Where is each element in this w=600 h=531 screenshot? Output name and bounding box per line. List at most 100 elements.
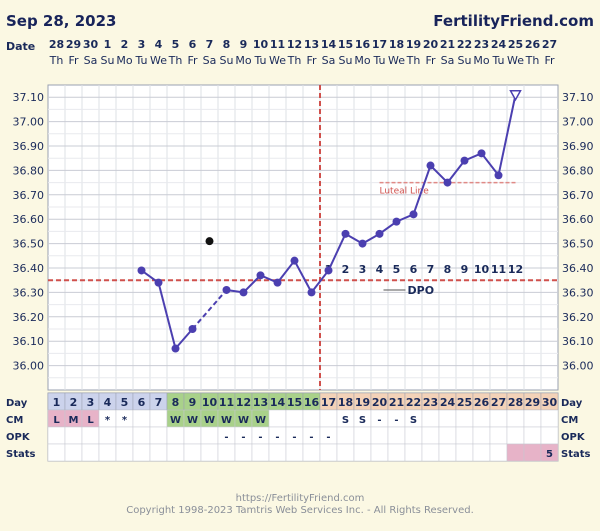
cycle-day: 3 — [87, 396, 95, 409]
cycle-day: 23 — [423, 396, 438, 409]
footer-url[interactable]: https://FertilityFriend.com — [235, 493, 365, 504]
cycle-day: 11 — [219, 396, 234, 409]
cycle-day: 1 — [53, 396, 61, 409]
weekday-label: Th — [49, 54, 64, 67]
y-tick-right: 37.10 — [562, 91, 594, 104]
date-label: 11 — [270, 38, 285, 51]
stats-cell — [523, 443, 542, 462]
dpo-number: 2 — [342, 263, 350, 276]
cycle-day: 6 — [138, 396, 146, 409]
stats-cell — [472, 443, 491, 462]
opk-cell — [540, 426, 559, 445]
dpo-number: 3 — [359, 263, 367, 276]
cycle-day: 27 — [491, 396, 506, 409]
cycle-day: 18 — [338, 396, 353, 409]
weekday-label: Mo — [354, 54, 370, 67]
weekday-label: We — [388, 54, 405, 67]
opk-cell — [438, 426, 457, 445]
weekday-label: Tu — [372, 54, 385, 67]
stats-cell — [336, 443, 355, 462]
stats-cell — [251, 443, 270, 462]
row-label: Stats — [6, 449, 36, 460]
dpo-number: 4 — [376, 263, 384, 276]
date-label: 7 — [206, 38, 214, 51]
row-label: OPK — [6, 432, 31, 443]
date-label: 18 — [389, 38, 404, 51]
temp-point — [494, 171, 503, 180]
stats-cell — [64, 443, 83, 462]
footer-copyright: Copyright 1998-2023 Tamtris Web Services… — [126, 505, 474, 516]
y-tick-right: 36.50 — [562, 238, 594, 251]
temp-point — [392, 217, 401, 226]
stats-cell — [404, 443, 423, 462]
weekday-label: Tu — [134, 54, 147, 67]
date-label: 29 — [66, 38, 81, 51]
date-label: 14 — [321, 38, 337, 51]
weekday-label: Mo — [235, 54, 251, 67]
dpo-number: 9 — [461, 263, 469, 276]
temp-point — [171, 344, 180, 353]
opk-cell — [115, 426, 134, 445]
cm-cell — [149, 409, 168, 428]
opk-cell — [353, 426, 372, 445]
weekday-label: We — [269, 54, 286, 67]
stats-cell — [455, 443, 474, 462]
date-label: 27 — [542, 38, 557, 51]
stats-cell — [115, 443, 134, 462]
date-label: 20 — [423, 38, 439, 51]
temp-point-discarded — [205, 237, 214, 246]
temp-line-segment — [191, 289, 228, 330]
y-tick-left: 36.60 — [13, 213, 45, 226]
opk-cell — [472, 426, 491, 445]
y-tick-right: 36.40 — [562, 262, 594, 275]
dpo-number: 7 — [427, 263, 435, 276]
cm-value: S — [359, 415, 366, 426]
cycle-day: 26 — [474, 396, 490, 409]
weekday-label: We — [507, 54, 524, 67]
cycle-day: 4 — [104, 396, 112, 409]
cycle-day: 13 — [253, 396, 268, 409]
weekday-label: Mo — [473, 54, 489, 67]
stats-cell — [183, 443, 202, 462]
weekday-label: Su — [101, 54, 115, 67]
stats-cell — [166, 443, 185, 462]
temp-line-segment — [412, 165, 432, 215]
cm-cell — [132, 409, 151, 428]
row-label: Day — [6, 398, 28, 409]
cycle-day: 5 — [121, 396, 129, 409]
opk-cell — [523, 426, 542, 445]
cycle-day: 2 — [70, 396, 78, 409]
weekday-label: Th — [168, 54, 183, 67]
cm-value: W — [221, 415, 232, 426]
stats-cell — [217, 443, 236, 462]
y-tick-left: 36.80 — [13, 164, 45, 177]
cycle-day: 28 — [508, 396, 523, 409]
y-tick-left: 36.10 — [13, 335, 45, 348]
cm-cell — [302, 409, 321, 428]
temp-point-open — [509, 90, 522, 102]
temp-point — [239, 288, 248, 297]
temp-point — [460, 156, 469, 165]
stats-cell — [47, 443, 66, 462]
date-label: 19 — [406, 38, 421, 51]
temp-point — [290, 256, 299, 265]
cm-cell — [455, 409, 474, 428]
y-tick-left: 36.00 — [13, 360, 45, 373]
cycle-day: 30 — [542, 396, 558, 409]
opk-cell — [489, 426, 508, 445]
cm-cell — [421, 409, 440, 428]
stats-cell — [319, 443, 338, 462]
site-name[interactable]: FertilityFriend.com — [433, 12, 594, 30]
y-tick-left: 37.00 — [13, 116, 45, 129]
date-label: 9 — [240, 38, 248, 51]
y-tick-right: 37.00 — [562, 116, 594, 129]
cycle-day: 9 — [189, 396, 197, 409]
row-label: CM — [6, 415, 23, 426]
y-tick-right: 36.70 — [562, 189, 594, 202]
cycle-day: 24 — [440, 396, 456, 409]
temp-point — [477, 149, 486, 158]
opk-cell — [336, 426, 355, 445]
cm-value: W — [238, 415, 249, 426]
stats-cell — [302, 443, 321, 462]
opk-cell — [98, 426, 117, 445]
